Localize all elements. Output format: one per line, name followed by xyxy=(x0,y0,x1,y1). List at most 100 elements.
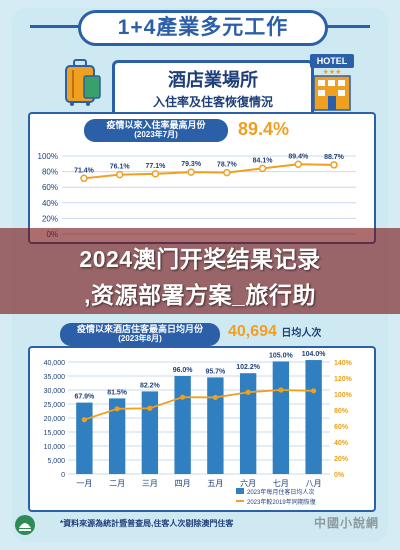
guest-bar xyxy=(76,402,93,474)
y-right-tick-label: 40% xyxy=(334,440,349,447)
stat1-value: 89.4% xyxy=(238,119,290,139)
y-tick-label: 80% xyxy=(42,168,58,177)
stat2-label-line1: 疫情以來酒店住客最高日均月份 xyxy=(76,324,203,334)
y-left-tick-label: 20,000 xyxy=(44,416,66,423)
stat2-unit: 日均人次 xyxy=(281,328,322,339)
guest-bar xyxy=(305,360,322,474)
stat1-label-line2: (2023年7月) xyxy=(134,130,178,139)
y-tick-label: 60% xyxy=(42,183,58,192)
recovery-line xyxy=(84,389,314,421)
x-tick-label: 七月 xyxy=(273,479,289,488)
data-label: 77.1% xyxy=(145,163,166,170)
stat1-label-line1: 疫情以來入住率最高月份 xyxy=(106,120,206,130)
x-tick-label: 八月 xyxy=(306,479,322,488)
section-subtitle: 入住率及住客恢復情況 xyxy=(152,95,273,109)
x-tick-label: 二月 xyxy=(109,479,125,488)
recovery-label: 105.0% xyxy=(269,352,294,359)
occupancy-line xyxy=(83,163,335,180)
y-right-tick-label: 20% xyxy=(334,456,349,463)
guest-bar xyxy=(141,391,159,474)
y-left-tick-label: 25,000 xyxy=(44,402,66,409)
banner-line-left xyxy=(30,25,80,28)
page-title: 1+4產業多元工作 xyxy=(78,10,328,46)
y-right-tick-label: 0% xyxy=(334,472,345,479)
stat2-value: 40,694 xyxy=(228,323,277,340)
data-point xyxy=(187,168,195,176)
banner-line-right xyxy=(322,25,370,28)
y-left-tick-label: 35,000 xyxy=(44,374,66,381)
recovery-point xyxy=(245,389,251,395)
overlay-banner: 2024澳门开奖结果记录 ,资源部署方案_旅行助 xyxy=(0,228,400,314)
recovery-point xyxy=(180,394,186,400)
section-title-box: 酒店業場所 入住率及住客恢復情況 xyxy=(112,60,314,118)
x-tick-label: 三月 xyxy=(142,479,158,488)
data-point xyxy=(151,170,160,178)
y-right-tick-label: 140% xyxy=(334,360,353,367)
recovery-label: 82.2% xyxy=(140,382,161,389)
y-right-tick-label: 60% xyxy=(334,424,349,431)
section-title: 酒店業場所 xyxy=(168,70,258,90)
guest-bar xyxy=(108,398,126,474)
x-tick-label: 四月 xyxy=(175,479,191,488)
hotel-sign-text: HOTEL xyxy=(317,56,348,66)
legend-swatch-bar xyxy=(236,488,244,494)
x-tick-label: 一月 xyxy=(76,479,92,488)
svg-text:★★★: ★★★ xyxy=(323,68,342,76)
data-label: 88.7% xyxy=(324,154,345,161)
stat2-label: 疫情以來酒店住客最高日均月份 (2023年8月) xyxy=(60,323,220,346)
guest-bar xyxy=(239,373,257,474)
hotel-icon: HOTEL ★★★ xyxy=(310,54,354,111)
recovery-point xyxy=(147,405,153,411)
y-left-tick-label: 40,000 xyxy=(44,360,66,367)
legend-label-bar: 2023年每月住客日均人次 xyxy=(247,488,314,496)
guest-bar xyxy=(207,377,224,474)
data-label: 78.7% xyxy=(217,162,238,169)
stat2-value-box: 40,694 日均人次 xyxy=(228,323,321,341)
y-left-tick-label: 0 xyxy=(61,472,65,479)
recovery-label: 104.0% xyxy=(302,351,327,358)
stat1-label: 疫情以來入住率最高月份 (2023年7月) xyxy=(84,119,228,142)
recovery-point xyxy=(114,406,120,412)
recovery-label: 96.0% xyxy=(173,367,194,374)
watermark: 中國小說網 xyxy=(314,516,380,530)
occupancy-line-chart: 0%20%40%60%80%100%71.4%76.1%77.1%79.3%78… xyxy=(38,152,356,239)
guest-bar xyxy=(174,376,191,474)
recovery-point xyxy=(81,417,87,423)
y-left-tick-label: 10,000 xyxy=(44,444,66,451)
data-label: 89.4% xyxy=(288,153,309,160)
y-right-tick-label: 100% xyxy=(334,392,353,399)
suitcase-icon xyxy=(65,59,101,106)
y-left-tick-label: 30,000 xyxy=(44,388,66,395)
overlay-line-1: 2024澳门开奖结果记录 xyxy=(79,246,321,272)
stat1-value-box: 89.4% xyxy=(238,119,289,140)
legend-label-line: 2023年較2019年同期恢復 xyxy=(247,498,316,506)
recovery-point xyxy=(212,394,218,401)
recovery-point xyxy=(278,387,284,393)
y-right-tick-label: 120% xyxy=(334,376,353,383)
y-left-tick-label: 5,000 xyxy=(47,458,65,465)
recovery-point xyxy=(311,388,317,394)
data-point xyxy=(294,160,303,169)
data-point xyxy=(223,168,231,177)
macao-emblem-icon xyxy=(15,515,35,535)
stat2-label-line2: (2023年8月) xyxy=(118,334,162,343)
recovery-label: 102.2% xyxy=(236,364,261,371)
guest-bar xyxy=(272,361,290,474)
y-tick-label: 100% xyxy=(38,152,58,161)
data-label: 79.3% xyxy=(181,161,202,168)
data-label: 76.1% xyxy=(110,164,131,171)
data-label: 84.1% xyxy=(253,157,274,164)
data-point xyxy=(330,161,338,169)
y-tick-label: 20% xyxy=(42,214,58,223)
y-left-tick-label: 15,000 xyxy=(44,430,66,437)
recovery-label: 67.9% xyxy=(74,394,95,401)
recovery-label: 95.7% xyxy=(205,368,226,375)
x-tick-label: 六月 xyxy=(240,478,256,488)
y-right-tick-label: 80% xyxy=(334,408,349,415)
data-point xyxy=(80,174,88,183)
recovery-label: 81.5% xyxy=(107,389,128,396)
source-note: *資料來源為統計暨普查局,住客人次剔除澳門住客 xyxy=(60,519,234,528)
overlay-line-2: ,资源部署方案_旅行助 xyxy=(84,282,316,308)
data-label: 71.4% xyxy=(74,167,95,174)
x-tick-label: 五月 xyxy=(207,479,223,488)
